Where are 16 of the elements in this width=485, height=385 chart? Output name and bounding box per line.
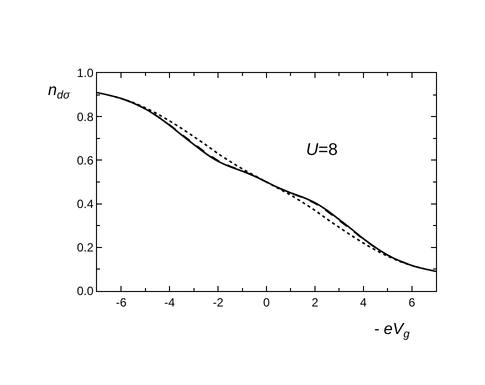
x-tick-label: 4: [360, 296, 368, 310]
x-tick-label: -4: [164, 296, 176, 310]
y-tick-label: 1.0: [76, 66, 94, 80]
x-tick-label: 0: [263, 296, 270, 310]
x-tick-label: -6: [116, 296, 127, 310]
y-axis-title: n$_{dσ}$: [48, 82, 72, 102]
y-tick-label: 0.8: [76, 110, 94, 124]
x-axis-title: - eV$_{g}$: [374, 321, 410, 340]
y-tick-label: 0.0: [76, 284, 94, 298]
x-tick-label: 2: [312, 296, 319, 310]
y-tick-label: 0.6: [76, 153, 94, 168]
y-tick-label: 0.2: [76, 240, 94, 255]
x-tick-label: 6: [408, 296, 416, 310]
annotation: U=8: [306, 140, 338, 159]
y-tick-label: 0.4: [76, 197, 94, 211]
x-tick-label: -2: [212, 296, 224, 310]
